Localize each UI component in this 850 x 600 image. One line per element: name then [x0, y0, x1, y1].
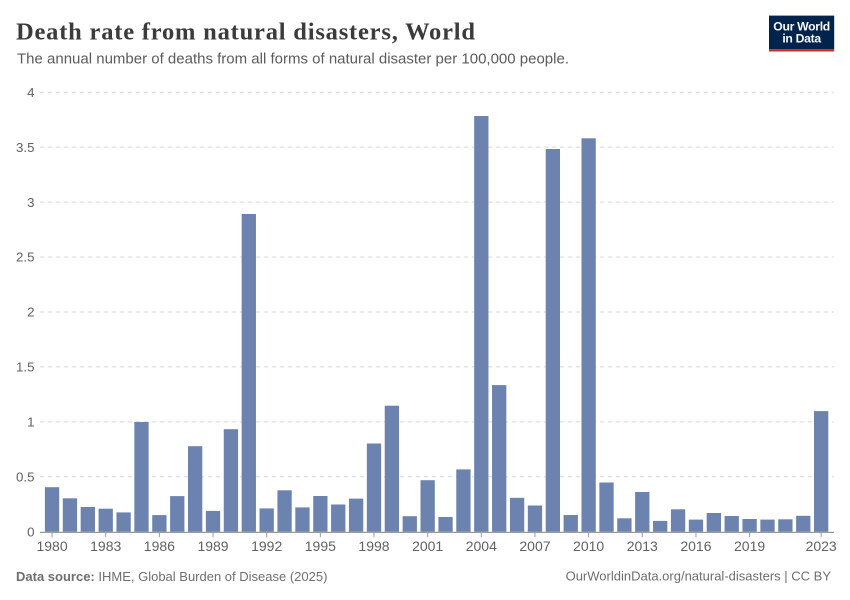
svg-text:1: 1 — [27, 415, 34, 430]
svg-text:1.5: 1.5 — [16, 360, 35, 375]
svg-text:1995: 1995 — [305, 538, 336, 554]
svg-text:2007: 2007 — [519, 538, 550, 554]
svg-text:2023: 2023 — [806, 538, 837, 554]
svg-text:2: 2 — [27, 305, 34, 320]
svg-text:3.5: 3.5 — [16, 140, 35, 155]
svg-text:2010: 2010 — [573, 538, 604, 554]
svg-text:The annual number of deaths fr: The annual number of deaths from all for… — [17, 51, 569, 68]
svg-text:4: 4 — [27, 85, 34, 100]
svg-text:1998: 1998 — [358, 538, 389, 554]
svg-text:0.5: 0.5 — [16, 470, 35, 485]
svg-text:1980: 1980 — [36, 538, 67, 554]
svg-text:2013: 2013 — [627, 538, 658, 554]
svg-text:2001: 2001 — [412, 538, 443, 554]
svg-text:Data source: IHME, Global Burd: Data source: IHME, Global Burden of Dise… — [16, 569, 327, 584]
svg-text:2019: 2019 — [734, 538, 765, 554]
svg-text:Our World: Our World — [773, 19, 830, 33]
svg-text:in Data: in Data — [782, 32, 821, 46]
svg-text:1989: 1989 — [197, 538, 228, 554]
svg-text:2.5: 2.5 — [16, 250, 35, 265]
svg-text:1986: 1986 — [144, 538, 175, 554]
svg-text:3: 3 — [27, 195, 34, 210]
svg-text:OurWorldinData.org/natural-dis: OurWorldinData.org/natural-disasters | C… — [566, 569, 832, 584]
svg-text:2016: 2016 — [680, 538, 711, 554]
svg-text:Death rate from natural disast: Death rate from natural disasters, World — [16, 18, 476, 45]
svg-text:1992: 1992 — [251, 538, 282, 554]
svg-text:1983: 1983 — [90, 538, 121, 554]
svg-text:2004: 2004 — [466, 538, 497, 554]
svg-text:0: 0 — [27, 525, 34, 540]
